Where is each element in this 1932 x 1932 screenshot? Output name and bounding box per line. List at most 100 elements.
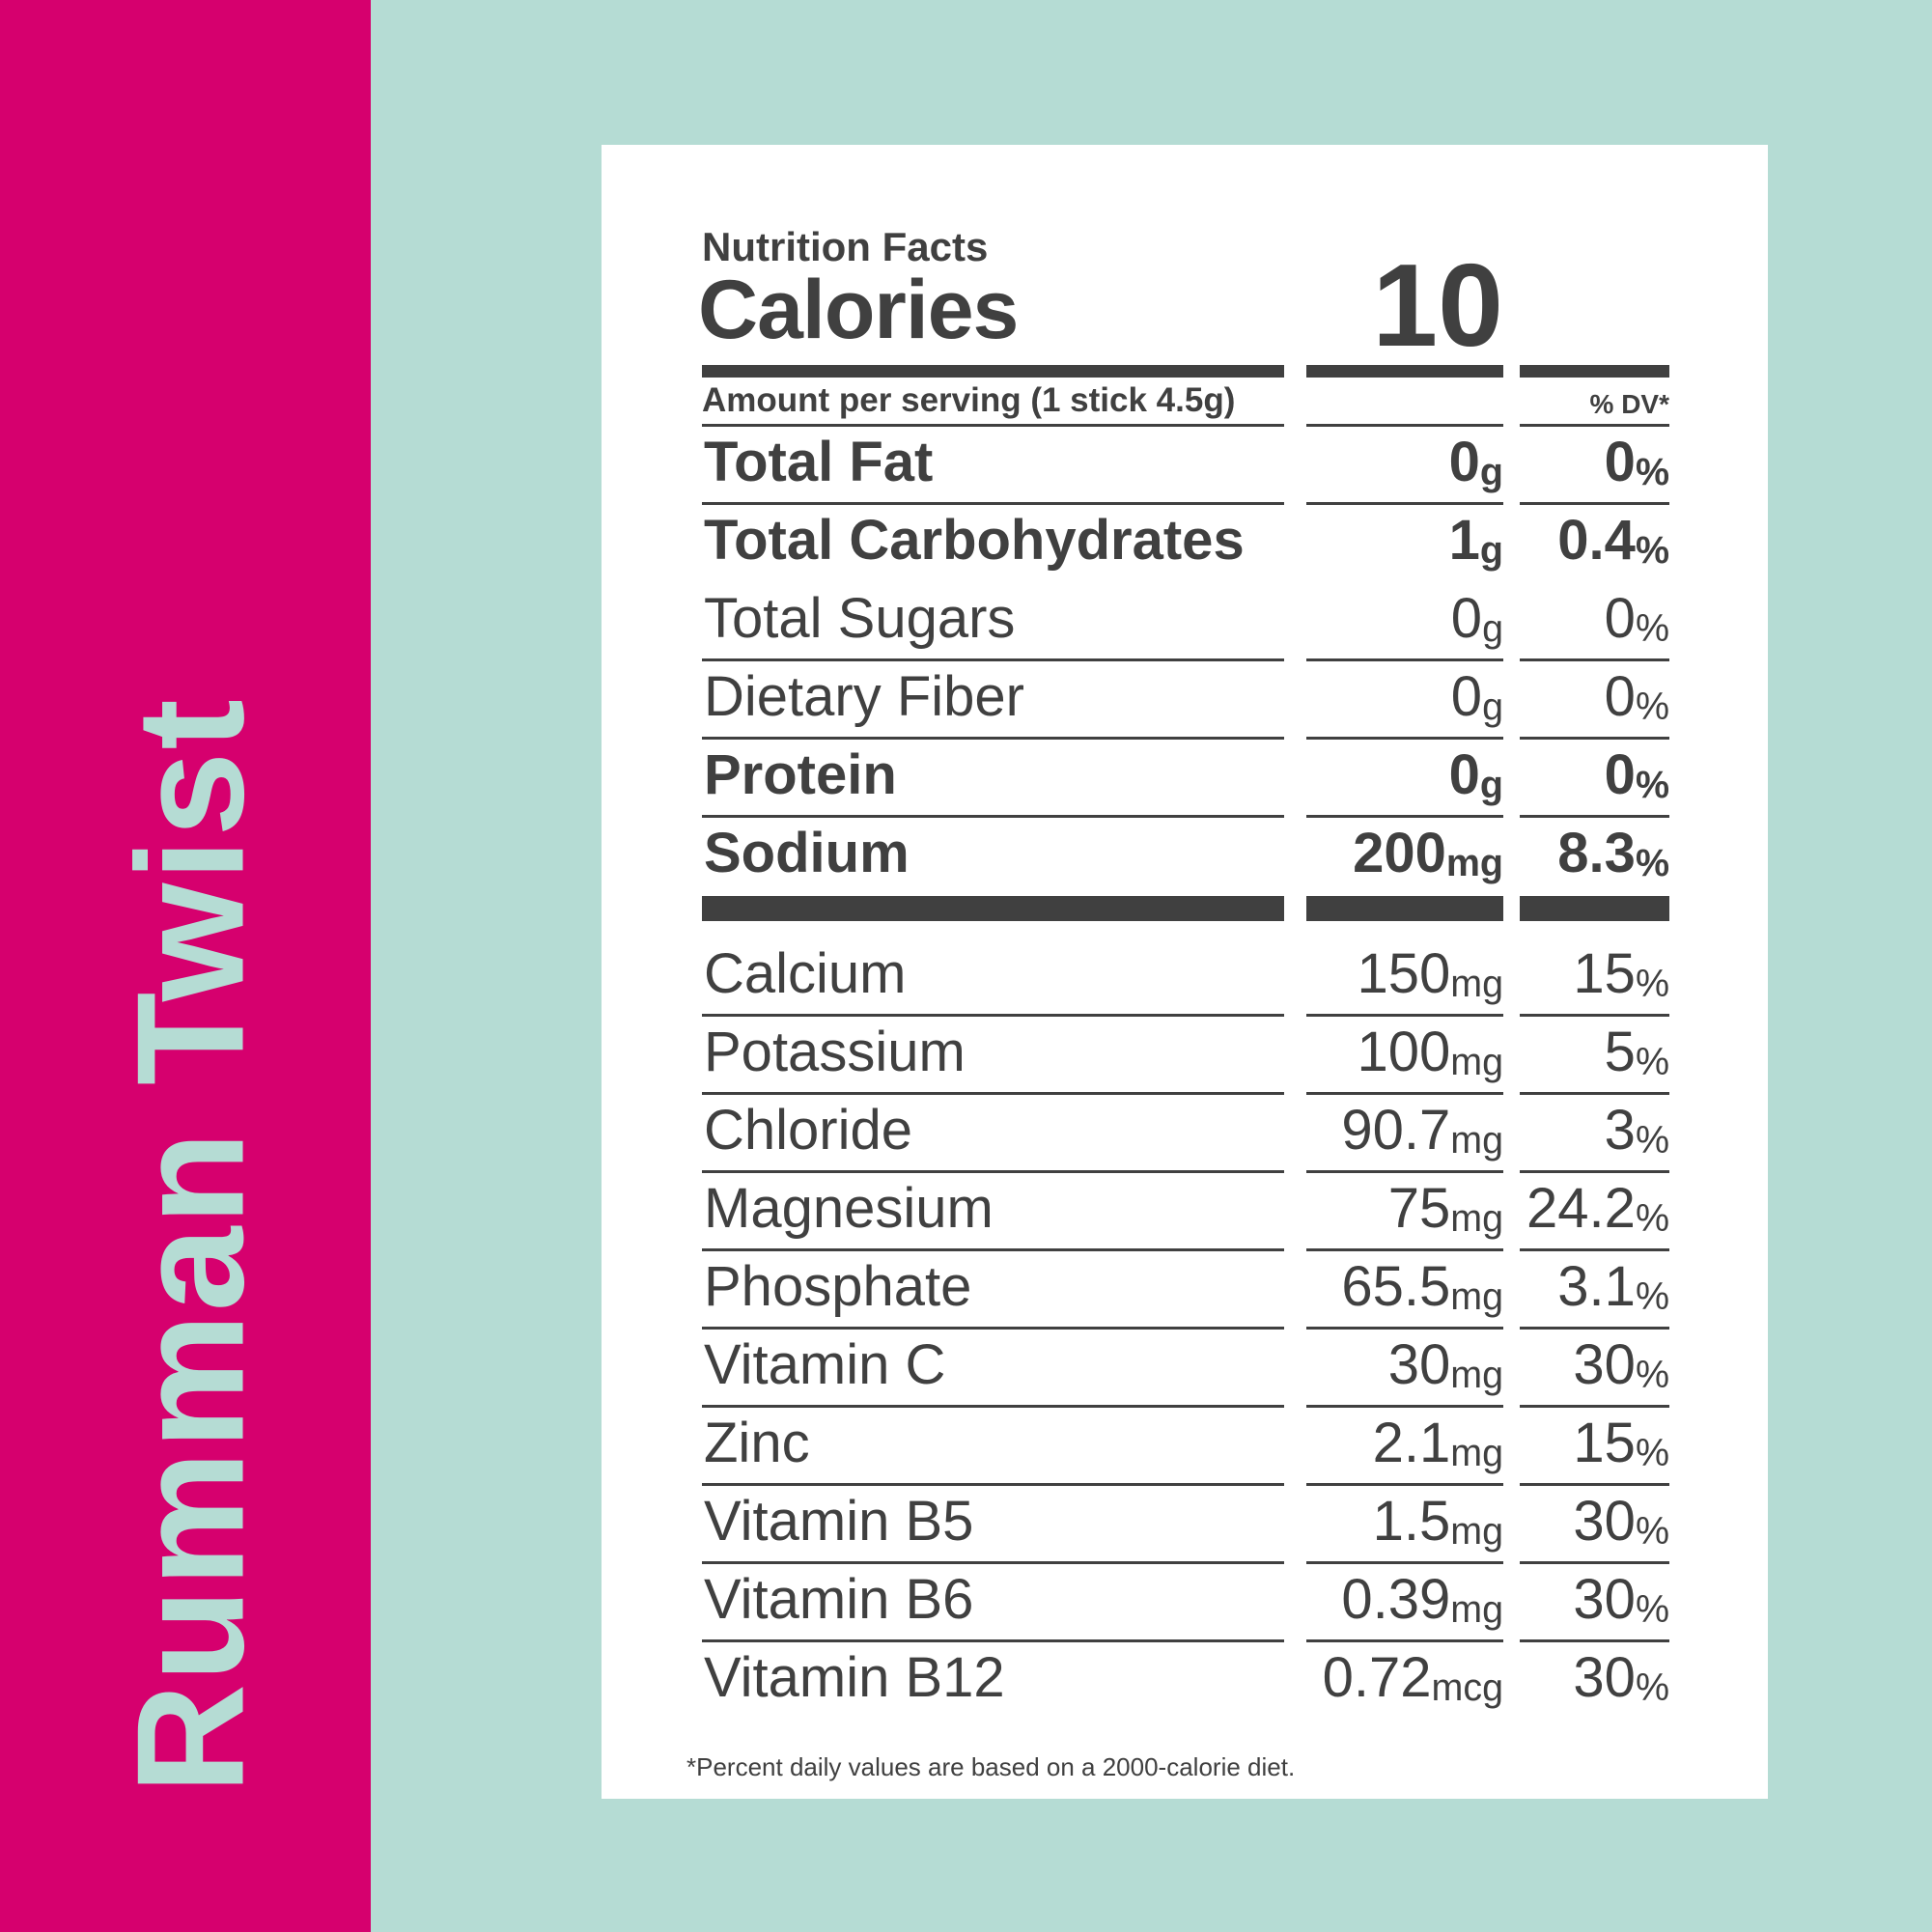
amount-unit: mg xyxy=(1450,1510,1503,1553)
percent-sign: % xyxy=(1635,1119,1669,1162)
nutrient-amount: 200 mg xyxy=(1306,818,1503,896)
dv-value: 30 xyxy=(1573,1646,1636,1709)
amount-value: 0 xyxy=(1450,587,1483,650)
nutrient-dv: 30% xyxy=(1520,1486,1669,1564)
nutrient-name: Calcium xyxy=(702,938,1284,1017)
amount-unit: mg xyxy=(1450,963,1503,1005)
nutrient-dv: 0% xyxy=(1520,427,1669,505)
amount-value: 100 xyxy=(1357,1021,1451,1083)
percent-sign: % xyxy=(1635,1041,1669,1083)
nutrient-dv: 3.1% xyxy=(1520,1251,1669,1330)
dv-value: 8.3 xyxy=(1557,822,1636,884)
dv-value: 0 xyxy=(1604,743,1636,806)
amount-value: 65.5 xyxy=(1341,1255,1451,1318)
nutrient-dv: 24.2% xyxy=(1520,1173,1669,1251)
nutrient-dv: 30% xyxy=(1520,1642,1669,1721)
nutrient-row: Zinc 2.1 mg 15% xyxy=(702,1408,1669,1486)
amount-unit: mg xyxy=(1450,1588,1503,1631)
nutrient-amount: 75 mg xyxy=(1306,1173,1503,1251)
nutrient-row: Total Sugars 0 g 0% xyxy=(702,583,1669,661)
amount-unit: mg xyxy=(1450,1119,1503,1162)
nutrient-name: Protein xyxy=(702,740,1284,818)
percent-sign: % xyxy=(1635,451,1669,493)
dv-value: 30 xyxy=(1573,1333,1636,1396)
percent-sign: % xyxy=(1635,607,1669,650)
dv-value: 5 xyxy=(1604,1021,1636,1083)
dv-value: 15 xyxy=(1573,1412,1636,1474)
dv-value: 3 xyxy=(1604,1099,1636,1162)
amount-unit: mg xyxy=(1450,1275,1503,1318)
serving-row: Amount per serving (1 stick 4.5g) % DV* xyxy=(702,378,1669,427)
nutrient-dv: 0.4% xyxy=(1520,505,1669,583)
nutrient-row: Protein 0 g 0% xyxy=(702,740,1669,818)
nutrient-row: Sodium 200 mg 8.3% xyxy=(702,818,1669,896)
nutrient-dv: 15% xyxy=(1520,1408,1669,1486)
nutrient-dv: 0% xyxy=(1520,661,1669,740)
nutrient-amount: 0.39 mg xyxy=(1306,1564,1503,1642)
nutrient-row: Vitamin B12 0.72 mcg 30% xyxy=(702,1642,1669,1721)
amount-unit: g xyxy=(1482,607,1503,650)
serving-size: Amount per serving (1 stick 4.5g) xyxy=(702,378,1284,427)
amount-unit: g xyxy=(1479,764,1503,806)
percent-sign: % xyxy=(1635,1588,1669,1631)
nutrient-dv: 0% xyxy=(1520,583,1669,661)
amount-value: 200 xyxy=(1353,822,1446,884)
nutrient-dv: 0% xyxy=(1520,740,1669,818)
amount-value: 0.72 xyxy=(1322,1646,1432,1709)
amount-unit: g xyxy=(1479,451,1503,493)
nutrient-row: Calcium 150 mg 15% xyxy=(702,938,1669,1017)
percent-sign: % xyxy=(1635,1275,1669,1318)
nutrient-amount: 150 mg xyxy=(1306,938,1503,1017)
dv-value: 30 xyxy=(1573,1568,1636,1631)
nutrient-dv: 30% xyxy=(1520,1330,1669,1408)
nutrient-name: Total Carbohydrates xyxy=(704,509,1245,572)
amount-value: 30 xyxy=(1387,1333,1451,1396)
nutrient-name: Magnesium xyxy=(702,1173,1284,1251)
dv-value: 3.1 xyxy=(1557,1255,1636,1318)
dv-value: 0 xyxy=(1604,587,1636,650)
nutrient-name: Total Fat xyxy=(702,427,1284,505)
footnote: *Percent daily values are based on a 200… xyxy=(686,1752,1296,1781)
nutrient-name: Vitamin B5 xyxy=(702,1486,1284,1564)
nutrient-row: Vitamin C 30 mg 30% xyxy=(702,1330,1669,1408)
nutrient-amount: 0.72 mcg xyxy=(1306,1642,1503,1721)
thick-divider xyxy=(702,365,1669,378)
nutrient-name: Vitamin B12 xyxy=(704,1646,1005,1709)
dv-value: 0.4 xyxy=(1557,509,1636,572)
nutrient-dv: 30% xyxy=(1520,1564,1669,1642)
nutrient-name: Vitamin B6 xyxy=(702,1564,1284,1642)
nutrition-facts-label: Nutrition Facts Calories 10 Amount per s… xyxy=(602,145,1768,1799)
amount-unit: mg xyxy=(1445,842,1503,884)
amount-value: 0 xyxy=(1450,665,1483,728)
nutrient-name: Chloride xyxy=(702,1095,1284,1173)
nutrient-amount: 90.7 mg xyxy=(1306,1095,1503,1173)
nutrient-name: Zinc xyxy=(702,1408,1284,1486)
calories-label: Calories xyxy=(698,264,1019,356)
nutrient-dv: 8.3% xyxy=(1520,818,1669,896)
amount-value: 75 xyxy=(1387,1177,1451,1240)
nutrient-dv: 5% xyxy=(1520,1017,1669,1095)
calories-value: 10 xyxy=(1372,239,1503,371)
amount-value: 0.39 xyxy=(1341,1568,1451,1631)
flavor-band: Rumman Twist xyxy=(0,0,371,1932)
percent-sign: % xyxy=(1635,963,1669,1005)
dv-value: 30 xyxy=(1573,1490,1636,1553)
percent-sign: % xyxy=(1635,1510,1669,1553)
percent-sign: % xyxy=(1635,686,1669,728)
nutrient-amount: 30 mg xyxy=(1306,1330,1503,1408)
nutrient-name: Total Sugars xyxy=(702,583,1284,661)
nutrient-amount: 100 mg xyxy=(1306,1017,1503,1095)
amount-value: 0 xyxy=(1448,743,1480,806)
nutrient-row: Vitamin B5 1.5 mg 30% xyxy=(702,1486,1669,1564)
amount-unit: mg xyxy=(1450,1197,1503,1240)
nutrient-amount: 1.5 mg xyxy=(1306,1486,1503,1564)
nutrient-row: Magnesium 75 mg 24.2% xyxy=(702,1173,1669,1251)
nutrient-row: Dietary Fiber 0 g 0% xyxy=(702,661,1669,740)
nutrient-name: Potassium xyxy=(702,1017,1284,1095)
nutrient-amount: 2.1 mg xyxy=(1306,1408,1503,1486)
dv-value: 0 xyxy=(1604,431,1636,493)
amount-unit: mcg xyxy=(1431,1666,1503,1709)
label-title: Nutrition Facts xyxy=(702,224,989,269)
